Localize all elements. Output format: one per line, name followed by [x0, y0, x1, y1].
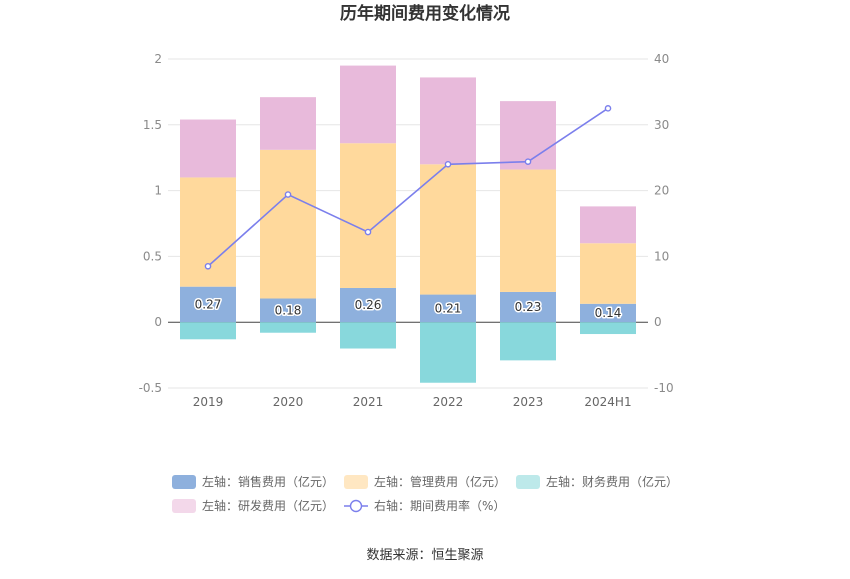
- bar-s2-1: [260, 322, 316, 333]
- data-label-4: 0.23: [515, 300, 542, 314]
- bar-s3-2: [340, 65, 396, 144]
- bar-s2-5: [580, 322, 636, 335]
- bar-s1-4: [500, 169, 556, 292]
- line-path-0: [207, 107, 609, 267]
- data-label-1: 0.18: [275, 303, 302, 317]
- legend-swatch-3: [172, 499, 196, 513]
- grid-lines: [168, 58, 648, 389]
- bar-s3-5: [580, 206, 636, 244]
- bar-s1-1: [260, 149, 316, 299]
- right-tick-label-5: 40: [654, 52, 669, 66]
- data-label-halo-2: 0.26: [355, 298, 382, 312]
- legend-swatch-0: [172, 475, 196, 489]
- legend-label-3: 左轴：研发费用（亿元）: [202, 498, 334, 513]
- data-label-2: 0.26: [355, 298, 382, 312]
- data-label-halo-5: 0.14: [595, 306, 622, 320]
- left-tick-label-1: 0: [154, 315, 162, 329]
- right-tick-label-1: 0: [654, 315, 662, 329]
- data-label-5: 0.14: [595, 306, 622, 320]
- left-tick-label-3: 1: [154, 184, 162, 198]
- left-tick-label-4: 1.5: [143, 118, 162, 132]
- bar-s2-3: [420, 322, 476, 383]
- source-note: 数据来源：恒生聚源: [366, 548, 483, 563]
- bar-s0-1: [260, 298, 316, 323]
- bar-s1-0: [180, 177, 236, 287]
- left-axis: -0.5 0 0.5 1 1.5 2: [139, 52, 162, 395]
- bar-series: [180, 65, 636, 383]
- category-label-4: 2023: [513, 395, 544, 409]
- line-point-5: [604, 105, 612, 112]
- bar-s1-3: [420, 164, 476, 295]
- bar-s0-2: [340, 287, 396, 323]
- right-tick-label-4: 30: [654, 118, 669, 132]
- legend-swatch-1: [344, 475, 368, 489]
- legend: 左轴：销售费用（亿元） 左轴：管理费用（亿元） 左轴：财务费用（亿元） 左轴：研发费用…: [172, 474, 678, 513]
- legend-swatch-2: [516, 475, 540, 489]
- bar-s3-4: [500, 101, 556, 170]
- category-label-1: 2020: [273, 395, 304, 409]
- line-point-4: [524, 158, 532, 165]
- right-tick-label-0: -10: [654, 381, 674, 395]
- line-series: [204, 105, 612, 270]
- category-label-2: 2021: [353, 395, 384, 409]
- data-label-halo-4: 0.23: [515, 300, 542, 314]
- bar-s2-0: [180, 322, 236, 340]
- bar-s3-0: [180, 119, 236, 178]
- category-label-0: 2019: [193, 395, 224, 409]
- line-point-1: [284, 191, 292, 198]
- right-axis: -10 0 10 20 30 40: [654, 52, 674, 395]
- data-label-halo-3: 0.21: [435, 301, 462, 315]
- bar-s0-4: [500, 291, 556, 323]
- chart-title: 历年期间费用变化情况: [340, 3, 510, 24]
- legend-label-1: 左轴：管理费用（亿元）: [374, 474, 506, 489]
- right-tick-label-2: 10: [654, 249, 669, 263]
- line-point-3: [444, 160, 452, 168]
- legend-label-2: 左轴：财务费用（亿元）: [546, 474, 678, 489]
- data-label-0: 0.27: [195, 297, 222, 311]
- legend-label-0: 左轴：销售费用（亿元）: [202, 474, 334, 489]
- left-tick-label-2: 0.5: [143, 249, 162, 263]
- legend-label-4: 右轴：期间费用率（%）: [374, 498, 505, 513]
- category-label-5: 2024H1: [584, 395, 631, 409]
- bar-s2-4: [500, 322, 556, 361]
- line-point-2: [364, 228, 372, 236]
- bar-s3-1: [260, 97, 316, 150]
- bar-s0-0: [180, 286, 236, 323]
- left-tick-label-5: 2: [154, 52, 162, 66]
- right-tick-label-3: 20: [654, 184, 669, 198]
- category-axis: 2019 2020 2021 2022 2023 2024H1: [193, 395, 632, 409]
- data-labels: 0.270.27 0.180.18 0.260.26 0.210.21 0.230.23…: [193, 296, 623, 322]
- bar-s2-2: [340, 322, 396, 349]
- data-label-3: 0.21: [435, 301, 462, 315]
- data-label-halo-0: 0.27: [195, 297, 222, 311]
- data-label-halo-1: 0.18: [275, 303, 302, 317]
- bar-s0-5: [580, 303, 636, 323]
- bar-s1-5: [580, 243, 636, 304]
- bar-s3-3: [420, 77, 476, 165]
- legend-marker-4: [349, 499, 363, 513]
- bar-s0-3: [420, 294, 476, 323]
- category-label-3: 2022: [433, 395, 464, 409]
- left-tick-label-0: -0.5: [139, 381, 162, 395]
- line-point-0: [204, 262, 212, 270]
